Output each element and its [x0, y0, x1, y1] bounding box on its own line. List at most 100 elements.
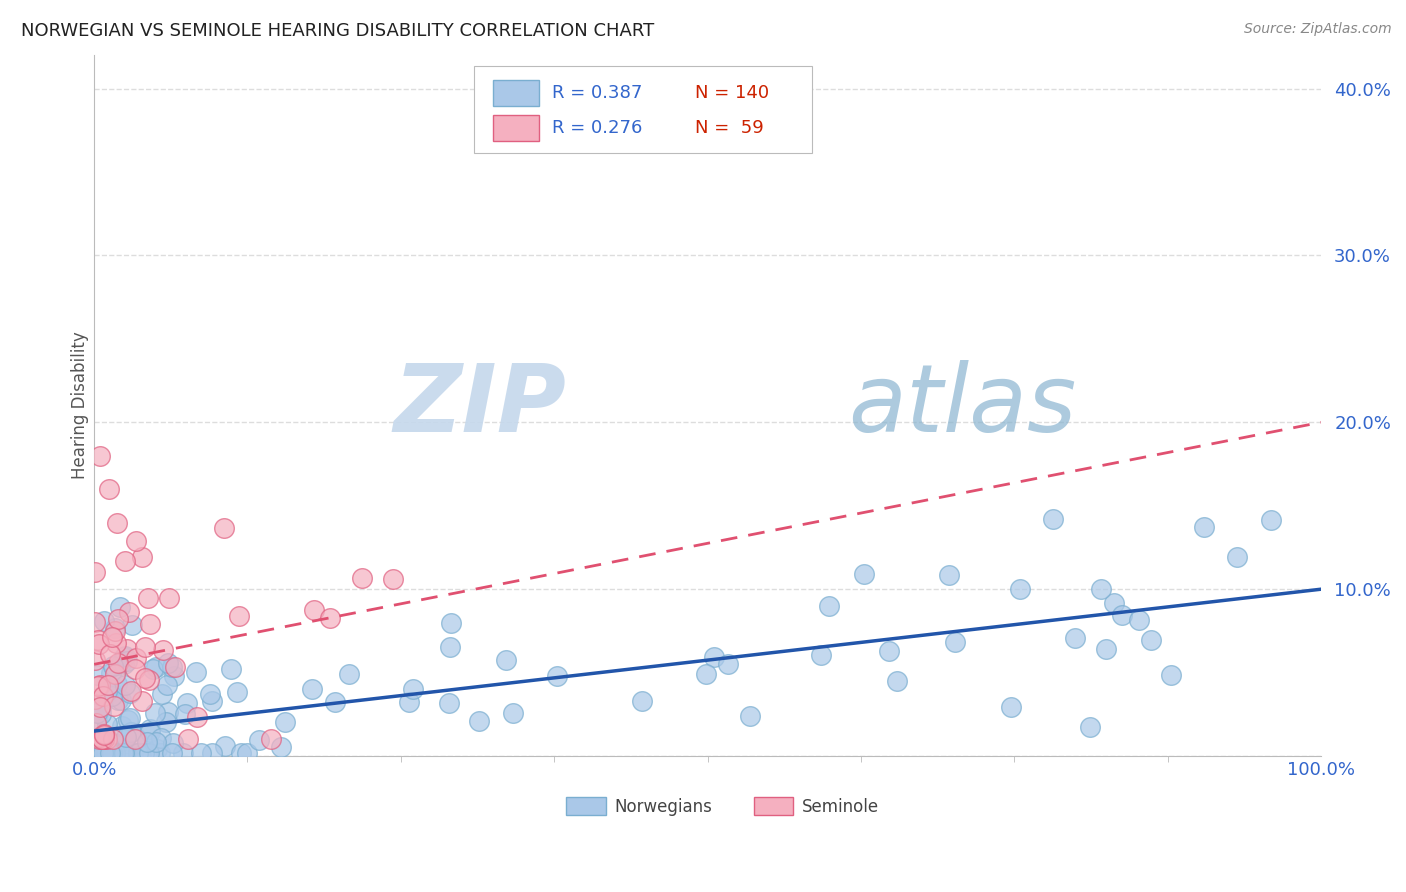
Point — [84, 652, 107, 666]
Point — [87, 637, 110, 651]
Point — [98, 648, 121, 662]
Text: N = 140: N = 140 — [695, 84, 769, 102]
Point — [87, 746, 110, 760]
Point — [225, 685, 247, 699]
Point — [127, 746, 149, 760]
Point — [131, 694, 153, 708]
Point — [270, 740, 292, 755]
Point — [115, 641, 138, 656]
Y-axis label: Hearing Disability: Hearing Disability — [72, 332, 89, 480]
Point — [89, 732, 111, 747]
Point — [104, 746, 127, 760]
Point — [124, 534, 146, 549]
Point — [110, 693, 132, 707]
Point — [738, 709, 761, 723]
Text: R = 0.387: R = 0.387 — [551, 84, 643, 102]
Point — [1160, 668, 1182, 682]
Point — [717, 657, 740, 672]
Point — [145, 659, 167, 673]
Point — [93, 728, 115, 742]
Point — [439, 697, 461, 711]
Text: N =  59: N = 59 — [695, 119, 763, 137]
Point — [546, 669, 568, 683]
Point — [1000, 700, 1022, 714]
Point — [502, 706, 524, 720]
Point — [186, 710, 208, 724]
Point — [114, 731, 136, 745]
Point — [107, 656, 129, 670]
Point — [134, 671, 156, 685]
Point — [115, 746, 138, 760]
Point — [114, 554, 136, 568]
Point — [495, 653, 517, 667]
Point — [105, 738, 128, 752]
Point — [468, 714, 491, 728]
Point — [120, 686, 142, 700]
Point — [852, 566, 875, 581]
Point — [439, 640, 461, 654]
Point — [810, 648, 832, 662]
Point — [156, 678, 179, 692]
Point — [112, 657, 135, 671]
Point — [877, 643, 900, 657]
Point — [105, 677, 128, 691]
Point — [138, 673, 160, 687]
Point — [93, 727, 115, 741]
Point — [1094, 641, 1116, 656]
Point — [120, 711, 142, 725]
Point — [135, 746, 157, 760]
FancyBboxPatch shape — [474, 66, 811, 153]
Point — [96, 717, 118, 731]
Point — [703, 650, 725, 665]
Point — [402, 681, 425, 696]
Point — [124, 662, 146, 676]
Point — [100, 665, 122, 680]
FancyBboxPatch shape — [494, 79, 540, 106]
FancyBboxPatch shape — [494, 115, 540, 141]
Point — [103, 698, 125, 713]
Point — [112, 746, 135, 760]
Point — [1128, 613, 1150, 627]
Point — [121, 617, 143, 632]
Point — [104, 622, 127, 636]
Point — [98, 746, 121, 760]
Point — [91, 732, 114, 747]
Point — [86, 712, 108, 726]
Point — [105, 738, 128, 752]
Point — [93, 615, 115, 629]
Point — [86, 706, 108, 721]
Point — [93, 732, 115, 747]
Point — [89, 700, 111, 714]
Point — [84, 615, 107, 629]
FancyBboxPatch shape — [754, 797, 793, 815]
Point — [149, 731, 172, 746]
Point — [110, 746, 132, 760]
Point — [1042, 511, 1064, 525]
Point — [152, 642, 174, 657]
Point — [98, 681, 121, 696]
Point — [319, 611, 342, 625]
Point — [101, 746, 124, 760]
Point — [112, 741, 135, 756]
Point — [101, 732, 124, 747]
Point — [91, 689, 114, 703]
Point — [214, 521, 236, 535]
Text: ZIP: ZIP — [394, 359, 567, 451]
Point — [132, 746, 155, 760]
Point — [818, 599, 841, 614]
Point — [90, 707, 112, 722]
Point — [84, 715, 107, 730]
Text: R = 0.276: R = 0.276 — [551, 119, 643, 137]
Text: Norwegians: Norwegians — [614, 797, 713, 815]
Point — [136, 591, 159, 606]
Point — [117, 713, 139, 727]
Point — [112, 746, 135, 760]
Point — [382, 572, 405, 586]
Point — [1078, 720, 1101, 734]
Point — [97, 678, 120, 692]
Text: NORWEGIAN VS SEMINOLE HEARING DISABILITY CORRELATION CHART: NORWEGIAN VS SEMINOLE HEARING DISABILITY… — [21, 22, 654, 40]
Point — [100, 746, 122, 760]
Point — [695, 666, 717, 681]
Point — [160, 660, 183, 674]
Point — [89, 730, 111, 744]
